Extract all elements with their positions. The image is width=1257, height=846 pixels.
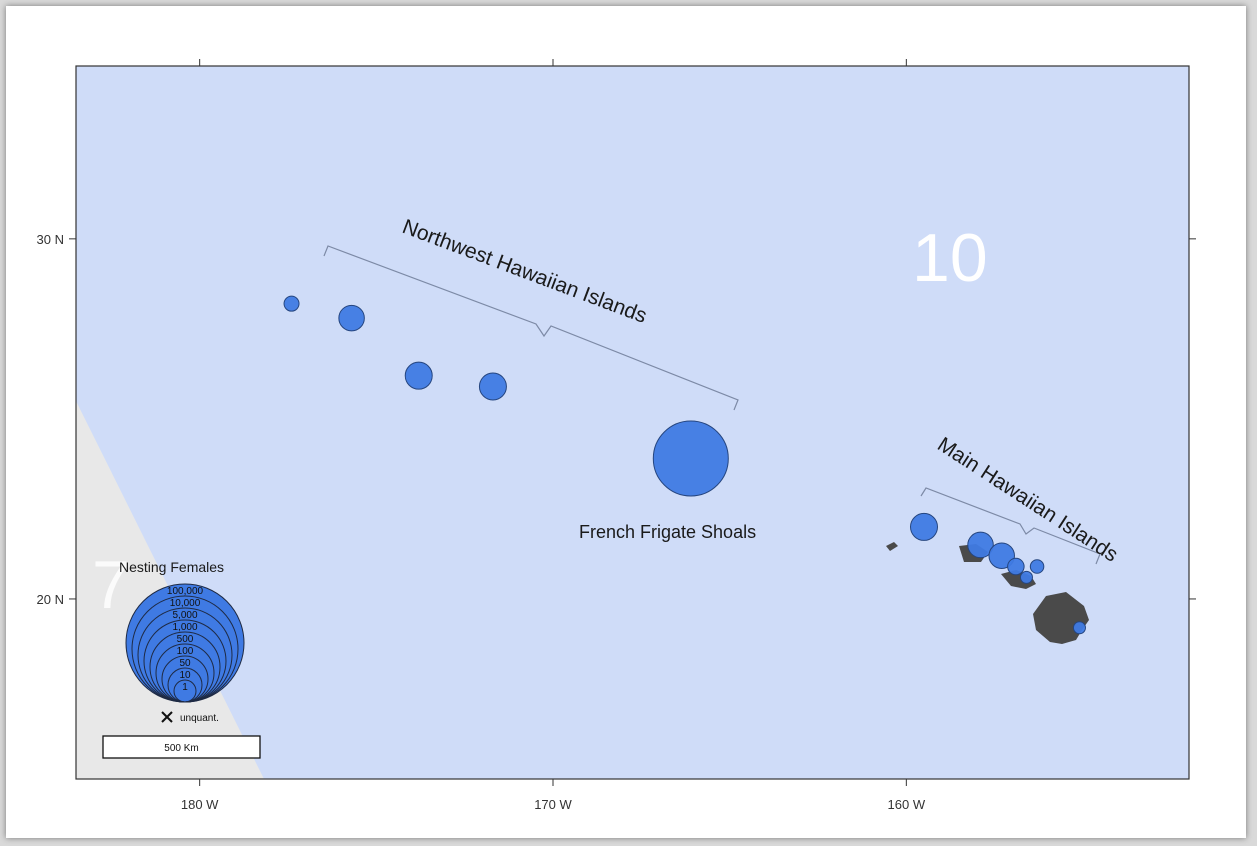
legend-class-label: 10 bbox=[179, 670, 191, 681]
y-tick-label: 20 N bbox=[37, 592, 64, 607]
legend-class-label: 500 bbox=[177, 634, 194, 645]
x-tick-label: 170 W bbox=[534, 797, 572, 812]
legend-unquantified-label: unquant. bbox=[180, 713, 219, 724]
legend-class-label: 5,000 bbox=[172, 610, 197, 621]
nesting-site-marker bbox=[283, 295, 300, 312]
map: 7 10 Northwest Hawaiian Islands Main Haw… bbox=[37, 59, 1196, 812]
northwest-islands-bracket bbox=[323, 245, 739, 411]
legend-class-label: 1,000 bbox=[172, 622, 197, 633]
zone-label-left: 7 bbox=[92, 547, 130, 623]
ocean-area bbox=[76, 66, 1189, 779]
legend-circle bbox=[173, 679, 197, 703]
nesting-site-marker bbox=[988, 542, 1015, 569]
island-niihau bbox=[886, 542, 898, 551]
x-tick-label: 180 W bbox=[181, 797, 219, 812]
legend-title: Nesting Females bbox=[119, 559, 224, 575]
nesting-site-marker bbox=[478, 372, 507, 401]
nesting-site-marker bbox=[1029, 559, 1045, 574]
legend-class-label: 1 bbox=[182, 682, 188, 693]
nesting-site-marker bbox=[338, 304, 365, 332]
scale-bar bbox=[102, 735, 261, 759]
nesting-site-marker bbox=[404, 361, 433, 390]
nesting-sites bbox=[283, 295, 1086, 635]
scale-bar-label: 500 Km bbox=[164, 743, 198, 754]
french-frigate-shoals-label: French Frigate Shoals bbox=[579, 522, 756, 542]
legend-class-label: 100 bbox=[177, 646, 194, 657]
legend-class-label: 10,000 bbox=[170, 598, 201, 609]
nesting-site-marker bbox=[1072, 621, 1086, 635]
y-tick-label: 30 N bbox=[37, 232, 64, 247]
nesting-site-french-frigate-shoals bbox=[652, 420, 729, 497]
zone-label-right: 10 bbox=[912, 220, 988, 296]
unquantified-symbol bbox=[161, 711, 173, 723]
legend-class-label: 50 bbox=[179, 658, 191, 669]
nesting-site-marker bbox=[967, 531, 994, 559]
plot-border bbox=[75, 65, 1190, 780]
axis-ticks: 180 W 170 W 160 W 30 N 20 N bbox=[37, 59, 1196, 812]
x-tick-label: 160 W bbox=[888, 797, 926, 812]
legend: Nesting Females 100,00010,0005,0001,0005… bbox=[102, 559, 261, 759]
nesting-site-marker bbox=[910, 512, 938, 541]
nesting-site-marker bbox=[1007, 557, 1025, 576]
map-frame: 7 10 Northwest Hawaiian Islands Main Haw… bbox=[6, 6, 1246, 838]
nesting-site-marker bbox=[1019, 570, 1033, 584]
legend-class-label: 100,000 bbox=[167, 586, 204, 597]
main-islands-bracket bbox=[920, 487, 1101, 565]
